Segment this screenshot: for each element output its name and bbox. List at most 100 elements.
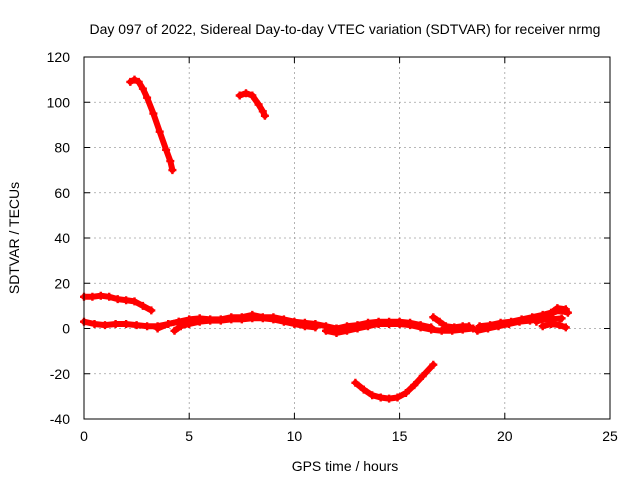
data-point [555,321,564,330]
data-point [538,322,547,331]
data-point [153,324,162,333]
data-point [195,317,204,326]
data-point [385,394,394,403]
data-point [364,318,372,327]
data-point [486,321,495,330]
data-point [164,320,173,328]
x-tick-label: 0 [80,428,88,444]
data-point [147,306,156,315]
data-point [168,166,177,175]
data-point [122,296,131,305]
data-point [260,111,269,120]
data-point [418,372,427,380]
y-tick-label: 20 [54,275,70,291]
data-point [143,93,152,102]
x-tick-label: 10 [287,428,303,444]
data-point [406,318,415,327]
data-point [258,314,267,323]
data-point [126,77,135,86]
data-point [557,314,566,323]
data-point [105,292,114,301]
data-point [143,322,152,331]
plot-frame [83,56,611,420]
series-arc-1 [127,76,176,174]
data-point [429,360,438,369]
data-point [437,326,446,335]
y-tick-label: 80 [54,140,70,156]
data-point [450,323,459,332]
x-axis-title: GPS time / hours [292,458,399,474]
data-point [416,321,425,330]
data-point [300,322,309,331]
data-point [332,324,341,333]
data-point [216,316,225,325]
data-series [80,75,572,403]
data-point [532,317,541,326]
data-point [401,389,410,397]
data-point [258,107,267,116]
data-point [96,291,105,300]
series-arc-8 [333,318,435,332]
data-point [435,317,444,326]
data-point [549,308,558,317]
data-point [111,320,120,328]
data-point [311,323,320,332]
data-point [113,295,122,304]
x-tick-label: 20 [497,428,513,444]
data-point [90,320,99,328]
data-point [427,323,436,332]
data-point [507,317,516,326]
data-point [395,317,404,326]
data-point [561,323,570,332]
data-point [465,322,473,331]
data-point [542,313,551,322]
data-point [322,326,330,335]
data-point [385,317,394,326]
data-point [162,145,171,154]
data-point [555,306,564,315]
y-tick-label: -20 [50,366,70,382]
grid [84,57,610,419]
data-point [122,320,131,328]
data-point [185,320,194,328]
data-point [528,313,537,322]
y-tick-label: 40 [54,230,70,246]
data-point [441,322,450,331]
x-tick-label: 5 [185,428,193,444]
data-point [138,301,147,310]
data-point [206,316,215,325]
data-point [237,315,246,324]
data-point [227,315,236,324]
data-point [517,315,526,324]
data-point [155,127,164,136]
data-point [88,292,97,301]
x-tick-label: 25 [602,428,618,444]
data-point [393,393,402,402]
data-point [170,326,179,335]
axis-ticks: 0 5 10 15 20 25 -40 -20 0 20 40 60 80 100 120 [47,49,618,444]
data-point [242,89,250,98]
y-tick-label: -40 [50,411,70,427]
data-point [166,157,175,166]
data-point [343,322,351,331]
x-tick-label: 15 [392,428,408,444]
data-point [374,317,383,326]
data-point [248,91,257,100]
data-point [130,297,139,306]
y-tick-label: 60 [54,185,70,201]
data-point [547,320,556,328]
data-point [368,391,377,400]
data-point [176,322,185,331]
data-point [134,77,143,86]
data-point [132,321,141,330]
data-point [149,109,158,118]
data-point [353,321,362,330]
data-point [410,381,419,390]
data-point [376,393,385,402]
data-point [269,315,278,324]
y-tick-label: 100 [47,94,71,110]
y-tick-label: 0 [62,321,70,337]
data-point [254,100,263,109]
data-point [496,318,505,327]
